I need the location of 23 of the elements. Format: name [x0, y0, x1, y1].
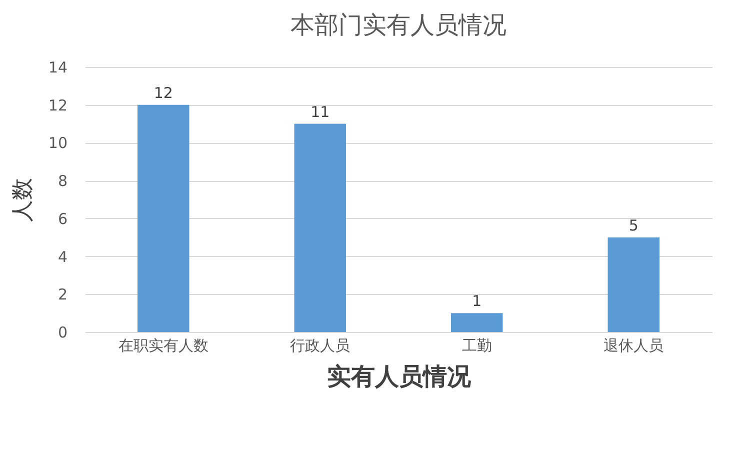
x-axis-title: 实有人员情况	[327, 362, 472, 390]
x-tick-label: 行政人员	[290, 336, 350, 354]
y-tick-label: 12	[48, 96, 68, 114]
y-tick-label: 8	[58, 172, 68, 190]
data-label: 11	[310, 102, 330, 121]
bar	[294, 124, 346, 332]
bar	[451, 313, 503, 332]
bar	[138, 104, 190, 332]
x-tick-label: 工勤	[462, 336, 492, 354]
data-label: 5	[628, 216, 638, 234]
y-tick-label: 0	[58, 324, 68, 342]
x-tick-label: 退休人员	[604, 336, 664, 354]
data-label: 12	[154, 84, 173, 102]
bar	[608, 237, 660, 332]
y-tick-label: 14	[48, 58, 68, 76]
x-tick-label: 在职实有人数	[118, 336, 208, 354]
data-label: 1	[472, 292, 482, 310]
y-tick-label: 4	[58, 248, 68, 266]
chart-title: 本部门实有人员情况	[290, 11, 506, 39]
y-tick-label: 2	[58, 286, 68, 304]
y-tick-label: 10	[48, 134, 68, 152]
y-tick-label: 6	[58, 210, 68, 228]
y-axis-title: 人数	[10, 178, 36, 222]
